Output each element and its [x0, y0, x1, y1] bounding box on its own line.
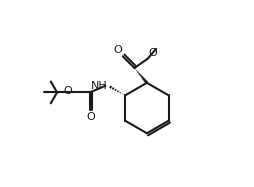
Text: O: O [148, 48, 156, 58]
Text: O: O [64, 86, 72, 96]
Text: O: O [113, 45, 121, 55]
Text: NH: NH [90, 81, 107, 91]
Text: O: O [87, 112, 95, 122]
Polygon shape [134, 68, 148, 84]
